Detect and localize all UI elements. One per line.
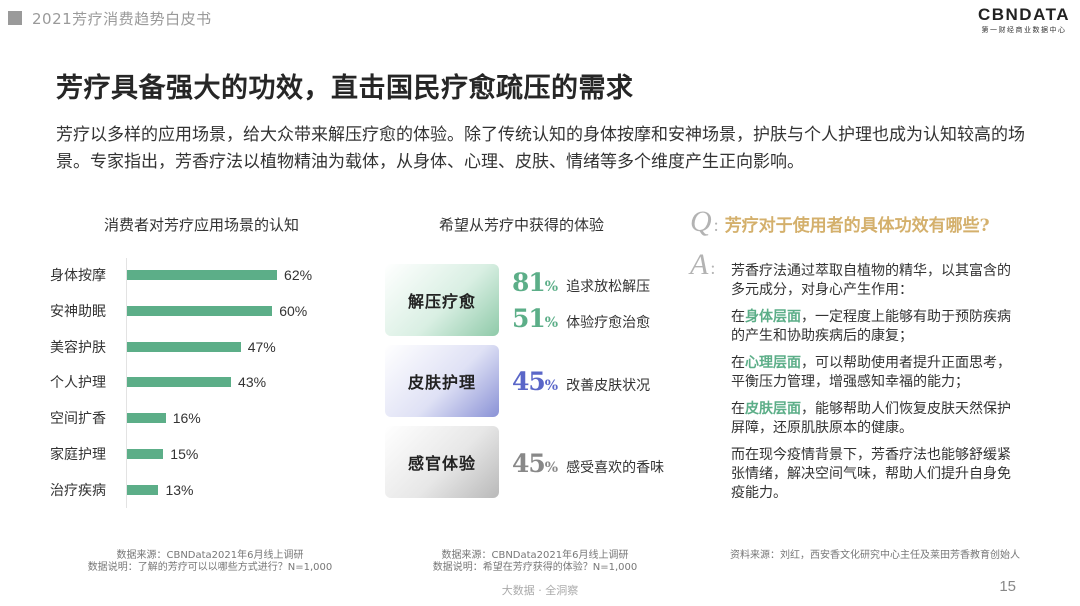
- bar-category-label: 家庭护理: [50, 447, 106, 463]
- bar-value-label: 60%: [279, 302, 308, 319]
- cbndata-logo: CBNDATA 第一财经商业数据中心: [978, 6, 1070, 35]
- highlight-skin: 皮肤层面: [745, 401, 801, 417]
- bar-category-label: 身体按摩: [50, 268, 106, 284]
- card-sensory: 感官体验: [385, 426, 499, 498]
- chart-axis-line: [126, 258, 127, 508]
- source-line: 数据来源：CBNData2021年6月线上调研: [116, 550, 304, 561]
- bar: [127, 377, 232, 388]
- bar-row: 身体按摩 62%: [50, 264, 312, 286]
- stat-healing: 51 % 体验疗愈治愈: [512, 304, 650, 333]
- report-header: 2021芳疗消费趋势白皮书: [8, 8, 212, 28]
- answer-body: 芳香疗法通过萃取自植物的精华，以其富含的多元成分，对身心产生作用： 在身体层面，…: [731, 262, 1023, 511]
- answer-pandemic: 而在现今疫情背景下，芳香疗法也能够舒缓紧张情绪，解决空间气味，帮助人们提升自身免…: [731, 447, 1011, 501]
- bar-row: 治疗疾病 13%: [50, 479, 193, 501]
- stat-value: 51: [512, 304, 546, 333]
- bar-row: 个人护理 43%: [50, 371, 266, 393]
- bar-value-label: 16%: [172, 410, 201, 427]
- bar-row: 家庭护理 15%: [50, 443, 198, 465]
- bar-row: 空间扩香 16%: [50, 407, 201, 429]
- answer-skin-level: 在皮肤层面，能够帮助人们恢复皮肤天然保护屏障，还原肌肤原本的健康。: [731, 401, 1011, 436]
- bar: [127, 484, 159, 495]
- chart-source: 数据来源：CBNData2021年6月线上调研 数据说明：了解的芳疗可以以哪些方…: [60, 550, 360, 574]
- intro-paragraph: 芳疗以多样的应用场景，给大众带来解压疗愈的体验。除了传统认知的身体按摩和安神场景…: [56, 125, 1025, 172]
- a-mark-icon: A: [690, 248, 709, 281]
- bar-value-label: 13%: [165, 481, 194, 498]
- highlight-body: 身体层面: [745, 309, 801, 325]
- bar-category-label: 安神助眠: [50, 303, 106, 320]
- experience-source: 数据来源：CBNData2021年6月线上调研 数据说明：希望在芳疗获得的体验？…: [395, 550, 675, 574]
- bar: [127, 305, 273, 316]
- stat-skin: 45 % 改善皮肤状况: [512, 367, 650, 396]
- source-note: 数据说明：了解的芳疗可以以哪些方式进行？N=1,000: [87, 562, 333, 573]
- chart-title: 消费者对芳疗应用场景的认知: [104, 216, 300, 234]
- bar-row: 安神助眠 60%: [50, 300, 307, 322]
- stat-relax: 81 % 追求放松解压: [512, 268, 650, 297]
- stat-desc: 追求放松解压: [566, 279, 651, 295]
- bar-value-label: 62%: [284, 267, 313, 283]
- a-colon: :: [710, 258, 716, 278]
- bar-category-label: 空间扩香: [50, 411, 106, 428]
- stat-desc: 感受喜欢的香味: [566, 460, 665, 476]
- bar-row: 美容护肤 47%: [50, 336, 276, 358]
- bar: [127, 449, 164, 459]
- answer-mark: A :: [690, 248, 715, 282]
- question: Q : 芳疗对于使用者的具体功效有哪些?: [690, 205, 990, 239]
- footer-tagline: 大数据 · 全洞察: [501, 584, 579, 597]
- question-text: 芳疗对于使用者的具体功效有哪些?: [724, 216, 990, 236]
- stat-value: 45: [512, 449, 546, 478]
- experience-title: 希望从芳疗中获得的体验: [439, 216, 605, 234]
- source-line: 数据来源：CBNData2021年6月线上调研: [441, 550, 629, 561]
- qa-source: 资料来源：刘红，西安香文化研究中心主任及莱田芳香教育创始人: [730, 550, 1020, 561]
- bar-value-label: 15%: [170, 446, 199, 462]
- bar-category-label: 治疗疾病: [50, 482, 106, 499]
- stat-unit: %: [544, 378, 559, 394]
- source-note: 数据说明：希望在芳疗获得的体验？N=1,000: [432, 562, 638, 573]
- stat-value: 45: [512, 367, 546, 396]
- stat-unit: %: [544, 279, 559, 295]
- stat-unit: %: [544, 460, 559, 476]
- bar: [127, 270, 278, 280]
- q-colon: :: [713, 215, 719, 235]
- bar-category-label: 美容护肤: [50, 339, 106, 356]
- q-mark-icon: Q: [690, 205, 712, 238]
- stat-desc: 体验疗愈治愈: [566, 315, 651, 331]
- answer-intro: 芳香疗法通过萃取自植物的精华，以其富含的多元成分，对身心产生作用：: [731, 263, 1011, 298]
- bar-category-label: 个人护理: [50, 375, 106, 392]
- stat-value: 81: [512, 268, 546, 297]
- bar: [127, 413, 166, 424]
- card-skin-care: 皮肤护理: [385, 345, 499, 417]
- bar-chart: 身体按摩 62% 安神助眠 60% 美容护肤 47% 个人护理 43% 空间扩香 16% 家庭护理 1…: [50, 258, 350, 508]
- answer-body-level: 在身体层面，一定程度上能够有助于预防疾病的产生和协助疾病后的康复；: [731, 309, 1011, 344]
- stat-scent: 45 % 感受喜欢的香味: [512, 449, 664, 478]
- page-number: 15: [999, 578, 1016, 595]
- report-title: 2021芳疗消费趋势白皮书: [32, 9, 212, 28]
- page-title: 芳疗具备强大的功效，直击国民疗愈疏压的需求: [56, 73, 634, 104]
- card-stress-relief: 解压疗愈: [385, 264, 499, 336]
- bar-value-label: 43%: [238, 374, 267, 391]
- bar-value-label: 47%: [247, 338, 276, 355]
- header-square-icon: [8, 11, 22, 25]
- stat-unit: %: [544, 315, 559, 331]
- bar: [127, 341, 241, 352]
- highlight-mind: 心理层面: [745, 355, 801, 371]
- logo-tagline: 第一财经商业数据中心: [981, 26, 1067, 34]
- stat-desc: 改善皮肤状况: [566, 378, 651, 394]
- answer-mind-level: 在心理层面，可以帮助使用者提升正面思考，平衡压力管理，增强感知幸福的能力；: [731, 355, 1011, 390]
- logo-brand: CBNDATA: [977, 5, 1070, 24]
